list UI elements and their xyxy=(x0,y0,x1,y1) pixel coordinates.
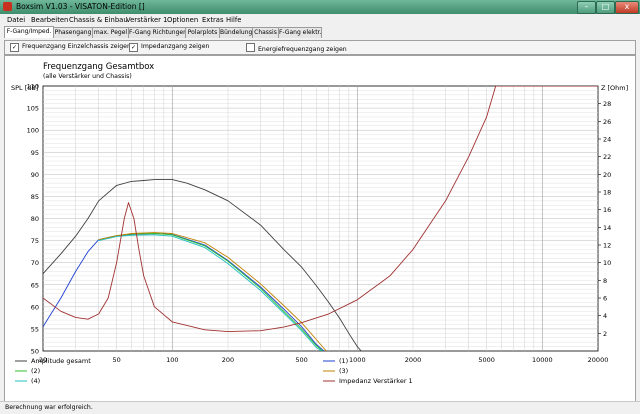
y2-tick-label: 6 xyxy=(603,295,607,303)
y2-axis-label: Z [Ohm] xyxy=(601,84,628,92)
frequency-chart: 5055606570758085909510010511024681012141… xyxy=(11,62,628,385)
legend-label-5: Impedanz Verstärker 1 xyxy=(339,377,413,385)
y2-tick-label: 8 xyxy=(603,277,607,285)
tab-fgang-imped[interactable]: F-Gang/Imped. xyxy=(4,26,54,38)
y2-tick-label: 24 xyxy=(603,136,611,144)
y-tick-label: 70 xyxy=(31,259,39,267)
legend-label-4: (4) xyxy=(31,377,40,385)
tab-fgang-richtungen[interactable]: F-Gang Richtungen xyxy=(128,27,187,38)
menu-bearbeiten[interactable]: Bearbeiten xyxy=(31,16,69,24)
title-bar: Boxsim V1.03 - VISATON-Edition [] – □ x xyxy=(0,0,640,14)
y-tick-label: 100 xyxy=(27,127,39,135)
legend-label-2: (2) xyxy=(31,367,40,375)
chart-axes: 5055606570758085909510010511024681012141… xyxy=(27,83,612,365)
chart-title: Frequenzgang Gesamtbox xyxy=(43,62,154,72)
menu-verstaerker-1[interactable]: Verstärker 1 xyxy=(126,16,168,24)
chart-curves xyxy=(43,86,598,351)
y2-tick-label: 4 xyxy=(603,312,607,320)
series-line-4 xyxy=(98,234,322,351)
y2-tick-label: 26 xyxy=(603,118,611,126)
tab-chassis[interactable]: Chassis xyxy=(252,27,279,38)
y2-tick-label: 18 xyxy=(603,189,611,197)
x-tick-label: 20000 xyxy=(588,356,609,364)
x-tick-label: 10000 xyxy=(532,356,553,364)
y2-tick-label: 22 xyxy=(603,153,611,161)
maximize-button[interactable]: □ xyxy=(596,1,615,14)
series-line-3 xyxy=(98,232,327,351)
x-tick-label: 50 xyxy=(112,356,120,364)
tab-polarplots[interactable]: Polarplots xyxy=(185,27,220,38)
close-button[interactable]: x xyxy=(615,1,639,14)
y2-tick-label: 2 xyxy=(603,330,607,338)
option-impedanz-label: Impedanzgang zeigen xyxy=(141,43,210,50)
option-impedanz[interactable]: ✓ Impedanzgang zeigen xyxy=(129,43,209,52)
tab-phasengang[interactable]: Phasengang xyxy=(53,27,93,38)
x-tick-label: 2000 xyxy=(405,356,422,364)
option-energie[interactable]: Energiefrequenzgang zeigen xyxy=(246,43,347,53)
y2-tick-label: 12 xyxy=(603,242,611,250)
y-tick-label: 110 xyxy=(27,83,39,91)
tab-buendelung[interactable]: Bündelung xyxy=(219,27,253,38)
x-tick-label: 1000 xyxy=(349,356,366,364)
chart-legend: Amplitude gesamt (1) (2) (3) (4) Impedanz Ver… xyxy=(15,357,413,385)
menu-chassis-einbau[interactable]: Chassis & Einbau xyxy=(69,16,128,24)
x-tick-label: 20 xyxy=(39,356,47,364)
legend-label-1: (1) xyxy=(339,357,348,365)
status-bar: Berechnung war erfolgreich. xyxy=(0,401,640,414)
x-tick-label: 200 xyxy=(222,356,234,364)
checkbox-impedanz[interactable]: ✓ xyxy=(129,43,138,52)
series-line-5 xyxy=(43,86,598,333)
tab-bar: F-Gang/Imped. Phasengang max. Pegel F-Ga… xyxy=(0,26,640,38)
option-einzelchassis-label: Frequenzgang Einzelchassis zeigen xyxy=(22,43,131,50)
y-axis-label: SPL [dB] xyxy=(11,84,38,92)
y-tick-label: 80 xyxy=(31,215,39,223)
x-tick-label: 500 xyxy=(295,356,307,364)
menu-extras[interactable]: Extras xyxy=(202,16,224,24)
tab-fgang-elektr[interactable]: F-Gang elektr. xyxy=(278,27,322,38)
minimize-button[interactable]: – xyxy=(577,1,596,14)
y-tick-label: 95 xyxy=(31,149,39,157)
y-tick-label: 65 xyxy=(31,281,39,289)
y2-tick-label: 14 xyxy=(603,224,611,232)
y-tick-label: 105 xyxy=(27,105,39,113)
x-tick-label: 5000 xyxy=(478,356,495,364)
y-tick-label: 60 xyxy=(31,303,39,311)
legend-label-3: (3) xyxy=(339,367,348,375)
y-tick-label: 50 xyxy=(31,348,39,356)
menu-bar: Datei Bearbeiten Chassis & Einbau Verstä… xyxy=(0,14,640,26)
menu-hilfe[interactable]: Hilfe xyxy=(226,16,242,24)
option-einzelchassis[interactable]: ✓ Frequenzgang Einzelchassis zeigen xyxy=(10,43,131,52)
chart-subtitle: (alle Verstärker und Chassis) xyxy=(43,73,132,80)
chart-grid xyxy=(42,85,599,352)
option-energie-label: Energiefrequenzgang zeigen xyxy=(258,46,347,53)
checkbox-energie[interactable] xyxy=(246,43,255,52)
app-icon xyxy=(3,2,12,11)
y-tick-label: 90 xyxy=(31,171,39,179)
options-bar: ✓ Frequenzgang Einzelchassis zeigen ✓ Impe… xyxy=(4,40,636,55)
y2-tick-label: 10 xyxy=(603,259,611,267)
y-tick-label: 85 xyxy=(31,193,39,201)
menu-datei[interactable]: Datei xyxy=(7,16,26,24)
y-tick-label: 55 xyxy=(31,325,39,333)
window-title: Boxsim V1.03 - VISATON-Edition [] xyxy=(16,2,145,11)
series-line-0 xyxy=(43,179,362,351)
chart-panel: 50 55 60 65 70 75 80 85 90 95 100 105 110 2 4 6 8 10 12 14 1… xyxy=(4,55,636,402)
y-tick-label: 75 xyxy=(31,237,39,245)
y2-tick-label: 28 xyxy=(603,100,611,108)
y2-tick-label: 16 xyxy=(603,206,611,214)
x-tick-label: 100 xyxy=(166,356,178,364)
tab-max-pegel[interactable]: max. Pegel xyxy=(92,27,129,38)
legend-label-0: Amplitude gesamt xyxy=(31,357,91,365)
menu-optionen[interactable]: Optionen xyxy=(167,16,199,24)
y2-tick-label: 20 xyxy=(603,171,611,179)
checkbox-einzelchassis[interactable]: ✓ xyxy=(10,43,19,52)
status-text: Berechnung war erfolgreich. xyxy=(5,404,93,411)
